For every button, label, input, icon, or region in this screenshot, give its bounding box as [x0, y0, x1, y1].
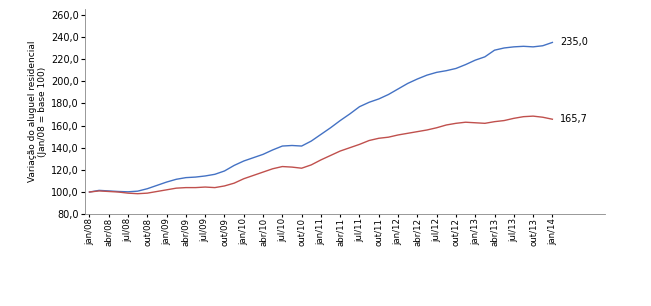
- Text: 235,0: 235,0: [560, 37, 588, 47]
- Text: 165,7: 165,7: [560, 114, 588, 124]
- Y-axis label: Variação do aluguel residencial
(Jan/08 = base 100): Variação do aluguel residencial (Jan/08 …: [27, 41, 47, 182]
